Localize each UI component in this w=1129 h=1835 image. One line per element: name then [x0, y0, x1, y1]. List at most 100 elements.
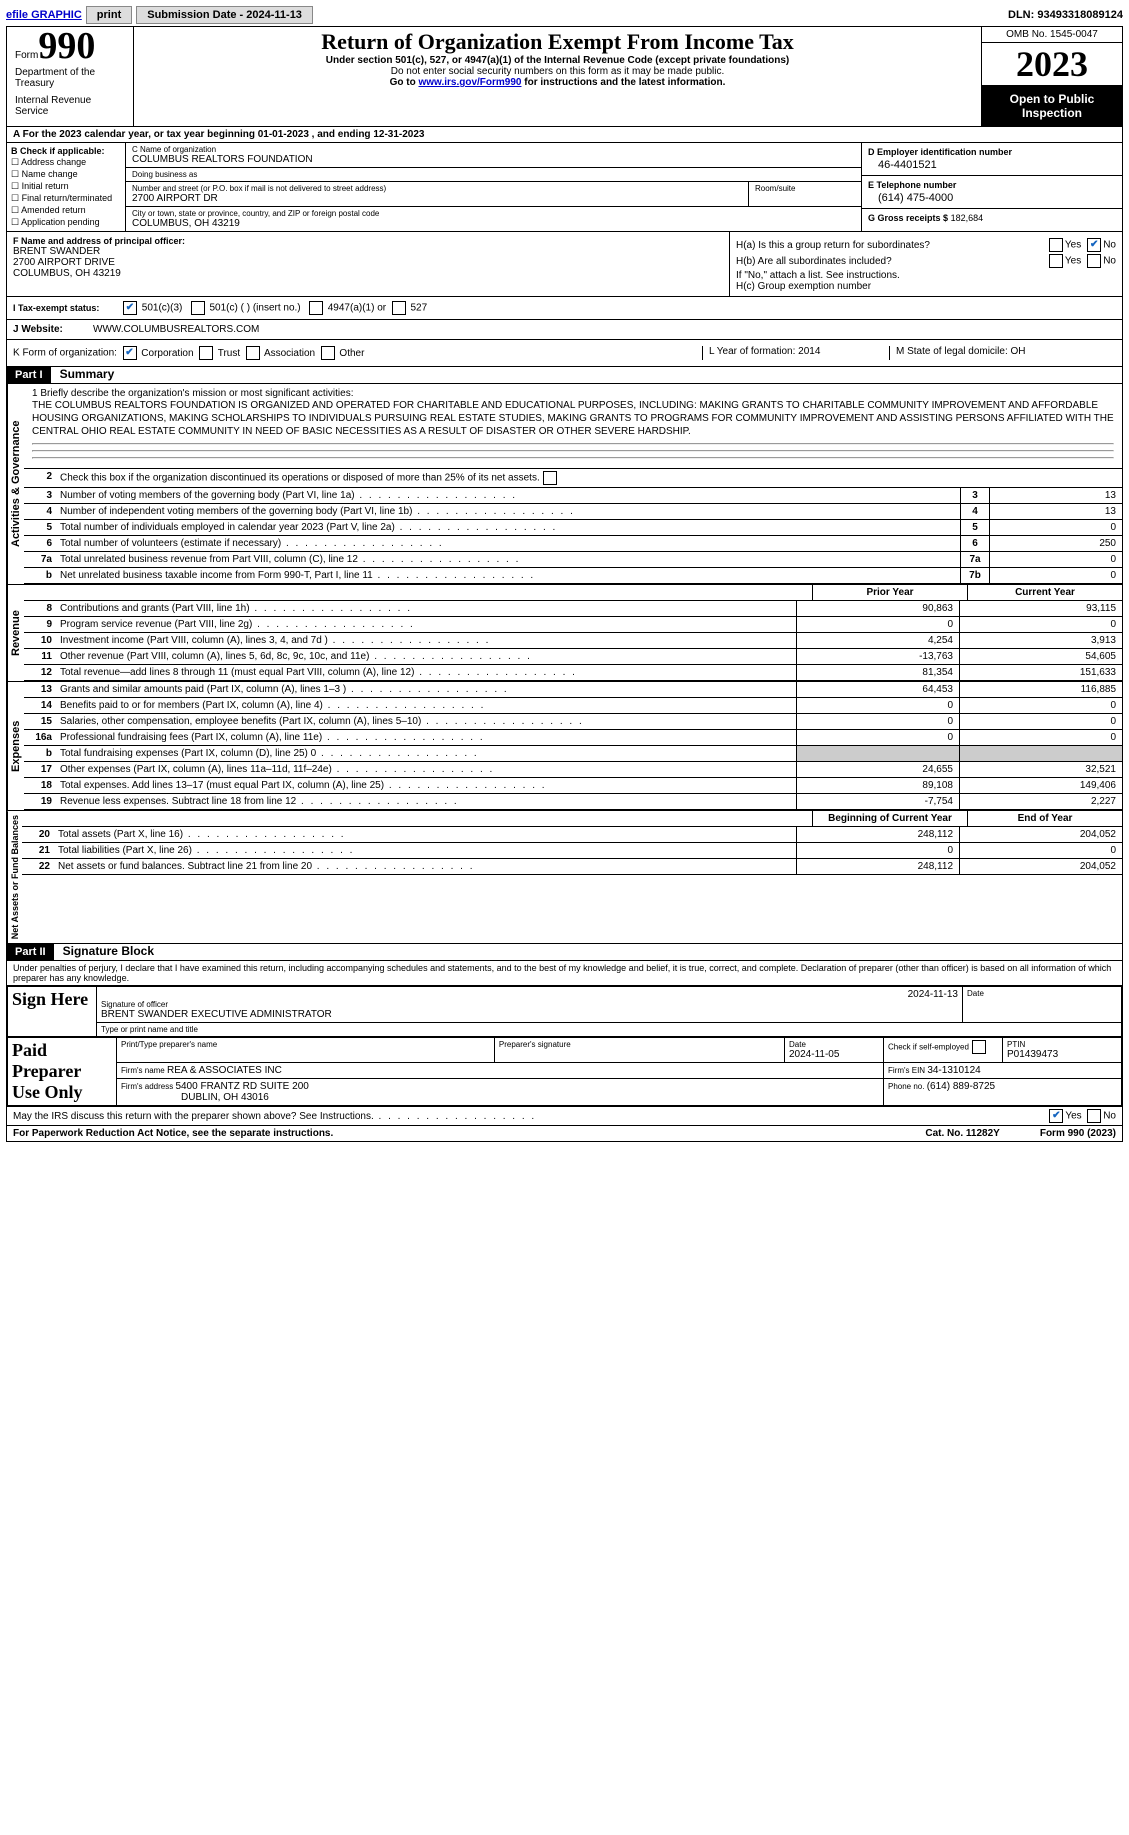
chk-pending[interactable]: Application pending [11, 217, 121, 228]
form-title: Return of Organization Exempt From Incom… [140, 29, 975, 55]
street-row: Number and street (or P.O. box if mail i… [126, 182, 861, 206]
hb-yes[interactable]: Yes [1049, 254, 1081, 268]
line2-chk[interactable] [543, 471, 557, 485]
form-number: 990 [38, 25, 95, 67]
type-name-label: Type or print name and title [101, 1025, 1117, 1034]
ha-yes[interactable]: Yes [1049, 238, 1081, 252]
chk-501c3[interactable]: 501(c)(3) [123, 301, 182, 315]
f-addr1: 2700 AIRPORT DRIVE [13, 257, 723, 268]
line2: 2 Check this box if the organization dis… [24, 469, 1122, 488]
submission-button[interactable]: Submission Date - 2024-11-13 [136, 6, 313, 24]
line-8: 8Contributions and grants (Part VIII, li… [24, 601, 1122, 617]
form-container: Form990 Department of the Treasury Inter… [6, 26, 1123, 1142]
topbar: efile GRAPHIC print Submission Date - 20… [6, 6, 1123, 24]
hb-note: If "No," attach a list. See instructions… [736, 270, 1116, 281]
omb-box: OMB No. 1545-0047 2023 Open to Public In… [981, 27, 1122, 126]
chk-final[interactable]: Final return/terminated [11, 193, 121, 204]
hb-no[interactable]: No [1087, 254, 1116, 268]
street-label: Number and street (or P.O. box if mail i… [132, 184, 742, 193]
m-state: M State of legal domicile: OH [889, 346, 1116, 360]
mission-block: 1 Briefly describe the organization's mi… [24, 384, 1122, 469]
chk-527[interactable]: 527 [392, 301, 427, 315]
col-b-header: B Check if applicable: [11, 146, 121, 156]
line-9: 9Program service revenue (Part VIII, lin… [24, 617, 1122, 633]
line-19: 19Revenue less expenses. Subtract line 1… [24, 794, 1122, 810]
city-row: City or town, state or province, country… [126, 206, 861, 231]
paperwork-row: For Paperwork Reduction Act Notice, see … [7, 1125, 1122, 1141]
discuss-yes-chk[interactable] [1049, 1109, 1063, 1123]
line-3: 3Number of voting members of the governi… [24, 488, 1122, 504]
cat-no: Cat. No. 11282Y [925, 1128, 999, 1139]
open1: Open to Public [986, 92, 1118, 106]
chk-initial[interactable]: Initial return [11, 181, 121, 192]
ptin-cell: PTINP01439473 [1003, 1038, 1122, 1063]
line-4: 4Number of independent voting members of… [24, 504, 1122, 520]
dba-label: Doing business as [132, 170, 855, 179]
form-header: Form990 Department of the Treasury Inter… [7, 27, 1122, 127]
line2-text: Check this box if the organization disco… [56, 469, 1122, 487]
tax-label: I Tax-exempt status: [13, 303, 123, 313]
chk-name[interactable]: Name change [11, 169, 121, 180]
f-addr2: COLUMBUS, OH 43219 [13, 268, 723, 279]
prep-date-cell: Date2024-11-05 [785, 1038, 884, 1063]
h-box: H(a) Is this a group return for subordin… [730, 232, 1122, 296]
ha-label: H(a) Is this a group return for subordin… [736, 240, 1043, 251]
chk-address[interactable]: Address change [11, 157, 121, 168]
info-grid: B Check if applicable: Address change Na… [7, 143, 1122, 232]
rev-header: Prior Year Current Year [24, 585, 1122, 601]
chk-self[interactable] [972, 1040, 986, 1054]
chk-other[interactable]: Other [321, 348, 365, 359]
part1-header-row: Part I Summary [7, 367, 1122, 384]
form-subtitle: Under section 501(c), 527, or 4947(a)(1)… [140, 55, 975, 66]
activities-section: Activities & Governance 1 Briefly descri… [7, 384, 1122, 584]
org-name: COLUMBUS REALTORS FOUNDATION [132, 154, 855, 165]
form-number-box: Form990 Department of the Treasury Inter… [7, 27, 134, 126]
chk-assoc[interactable]: Association [246, 348, 315, 359]
form-foot: Form 990 (2023) [1040, 1128, 1116, 1139]
chk-amended[interactable]: Amended return [11, 205, 121, 216]
type-name-cell: Type or print name and title [97, 1023, 1122, 1037]
col-b: B Check if applicable: Address change Na… [7, 143, 126, 231]
dba-row: Doing business as [126, 168, 861, 182]
prep-name-cell: Print/Type preparer's name [117, 1038, 495, 1063]
print-button[interactable]: print [86, 6, 132, 24]
chk-501c[interactable]: 501(c) ( ) (insert no.) [191, 301, 301, 315]
open-inspection: Open to Public Inspection [982, 86, 1122, 126]
perjury-text: Under penalties of perjury, I declare th… [7, 961, 1122, 986]
goto-post: for instructions and the latest informat… [521, 77, 725, 88]
date-cell: Date [963, 987, 1122, 1023]
col-current: Current Year [967, 585, 1122, 600]
officer-name: BRENT SWANDER EXECUTIVE ADMINISTRATOR [101, 1009, 958, 1020]
line-22: 22Net assets or fund balances. Subtract … [22, 859, 1122, 875]
line1-label: 1 Briefly describe the organization's mi… [32, 388, 1114, 399]
city-val: COLUMBUS, OH 43219 [132, 218, 855, 229]
col-begin: Beginning of Current Year [812, 811, 967, 826]
ha-no[interactable]: No [1087, 238, 1116, 252]
efile-link[interactable]: efile GRAPHIC [6, 9, 82, 21]
line-21: 21Total liabilities (Part X, line 26)00 [22, 843, 1122, 859]
omb-number: OMB No. 1545-0047 [982, 27, 1122, 43]
discuss-yn: Yes No [1049, 1109, 1116, 1123]
tax-status-row: I Tax-exempt status: 501(c)(3) 501(c) ( … [7, 297, 1122, 320]
line-b: bTotal fundraising expenses (Part IX, co… [24, 746, 1122, 762]
expenses-content: 13Grants and similar amounts paid (Part … [24, 682, 1122, 810]
line-16a: 16aProfessional fundraising fees (Part I… [24, 730, 1122, 746]
line-5: 5Total number of individuals employed in… [24, 520, 1122, 536]
chk-4947[interactable]: 4947(a)(1) or [309, 301, 386, 315]
tax-year: 2023 [982, 43, 1122, 86]
goto-line: Go to www.irs.gov/Form990 for instructio… [140, 77, 975, 88]
discuss-no-chk[interactable] [1087, 1109, 1101, 1123]
firm-name-cell: Firm's name REA & ASSOCIATES INC [117, 1063, 884, 1079]
dln: DLN: 93493318089124 [1008, 9, 1123, 21]
chk-trust[interactable]: Trust [199, 348, 240, 359]
f-label: F Name and address of principal officer: [13, 236, 723, 246]
hc-label: H(c) Group exemption number [736, 281, 1116, 292]
website-row: J Website: WWW.COLUMBUSREALTORS.COM [7, 320, 1122, 340]
dept-irs: Internal Revenue Service [15, 95, 125, 117]
street-main: Number and street (or P.O. box if mail i… [126, 182, 749, 206]
k-label: K Form of organization: [13, 348, 117, 359]
section-a: A For the 2023 calendar year, or tax yea… [7, 127, 1122, 143]
part2-header-row: Part II Signature Block [7, 943, 1122, 961]
chk-corp[interactable]: Corporation [123, 348, 194, 359]
irs-link[interactable]: www.irs.gov/Form990 [418, 77, 521, 88]
